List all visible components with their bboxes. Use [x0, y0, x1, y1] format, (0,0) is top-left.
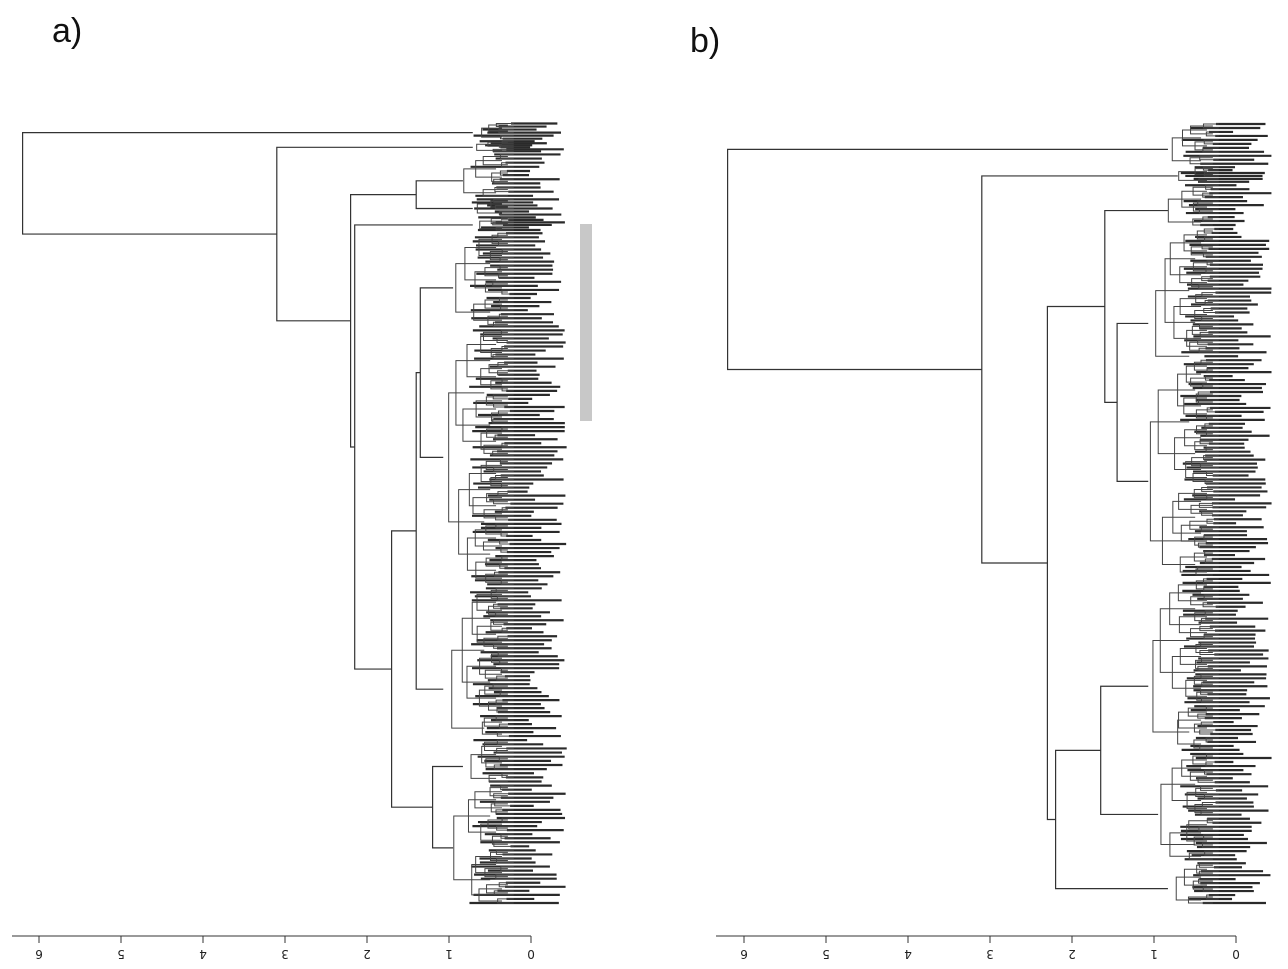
leaf-cluster-block: [448, 329, 567, 586]
sub-cluster-bracket: [1155, 290, 1190, 357]
cluster-highlight-bar: [580, 224, 592, 421]
leaf-cluster-block: [463, 153, 561, 197]
merge-bracket: [22, 132, 473, 235]
leaf-cluster-block: [470, 739, 567, 783]
sub-cluster-bracket: [448, 392, 485, 523]
sub-cluster-bracket: [1175, 876, 1202, 901]
axis-tick-label: 5: [117, 947, 125, 961]
merge-bracket: [727, 148, 1168, 371]
axis-tick-label: 6: [35, 947, 43, 961]
sub-cluster-bracket: [1160, 783, 1196, 846]
merge-bracket: [432, 765, 463, 849]
merge-bracket: [350, 194, 417, 448]
leaf-cluster-block: [473, 122, 561, 140]
axis-tick-label: 0: [527, 947, 535, 961]
axis-tick-label: 2: [363, 947, 371, 961]
leaf-cluster-block: [1160, 752, 1272, 861]
sub-cluster-bracket: [1167, 198, 1202, 223]
axis-tick-label: 1: [1150, 947, 1158, 961]
sub-cluster-bracket: [1149, 421, 1190, 542]
leaf-cluster-block: [1152, 577, 1271, 752]
axis-tick-label: 1: [445, 947, 453, 961]
leaf-cluster-block: [476, 140, 564, 153]
merge-bracket: [391, 530, 433, 808]
sub-cluster-bracket: [476, 203, 502, 214]
panel-a-dendrogram: 0 1 2 3 4 5 6: [12, 122, 592, 961]
sub-cluster-bracket: [499, 135, 514, 140]
panel-b-dendrogram: 0 1 2 3 4 5 6: [716, 122, 1272, 961]
sub-cluster-bracket: [453, 815, 491, 881]
leaf-cluster-block: [1171, 122, 1272, 165]
axis-tick-label: 3: [986, 947, 994, 961]
merge-bracket: [354, 224, 473, 670]
axis-tick-label: 4: [904, 947, 912, 961]
axis-tick-label: 3: [281, 947, 289, 961]
sub-cluster-bracket: [476, 143, 502, 151]
merge-bracket: [276, 146, 473, 322]
leaf-cluster-block: [477, 216, 565, 232]
merge-bracket: [415, 180, 473, 210]
sub-cluster-bracket: [470, 754, 497, 779]
distance-axis: 0 1 2 3 4 5 6: [716, 935, 1240, 961]
sub-cluster-bracket: [479, 220, 502, 230]
sub-cluster-bracket: [481, 127, 502, 138]
leaf-cluster-block: [1178, 166, 1265, 183]
sub-cluster-bracket: [1171, 137, 1202, 162]
leaf-cluster-block: [471, 198, 562, 216]
sub-cluster-bracket: [463, 168, 497, 194]
leaf-cluster-block: [1149, 359, 1272, 577]
merge-bracket: [1100, 685, 1159, 816]
axis-tick-label: 4: [199, 947, 207, 961]
merge-bracket: [1116, 322, 1149, 482]
leaf-cluster-block: [455, 232, 562, 328]
panel-a-label: a): [52, 12, 83, 50]
merge-bracket: [1104, 209, 1168, 403]
leaf-cluster-block: [453, 784, 566, 905]
leaf-cluster-block: [451, 587, 565, 738]
merge-bracket: [981, 175, 1178, 564]
sub-cluster-bracket: [455, 263, 491, 313]
axis-tick-label: 2: [1068, 947, 1076, 961]
distance-axis: 0 1 2 3 4 5 6: [12, 935, 535, 961]
merge-bracket: [1055, 749, 1168, 890]
sub-cluster-bracket: [451, 649, 485, 729]
leaf-cluster-block: [1155, 227, 1272, 358]
leaf-cluster-block: [1175, 862, 1271, 905]
axis-tick-label: 5: [822, 947, 830, 961]
axis-tick-label: 6: [740, 947, 748, 961]
sub-cluster-bracket: [1152, 640, 1190, 733]
sub-cluster-bracket: [1178, 171, 1207, 181]
panel-b-label: b): [690, 22, 721, 60]
leaf-cluster-block: [1167, 184, 1272, 227]
axis-tick-label: 0: [1232, 947, 1240, 961]
merge-bracket: [1046, 305, 1105, 821]
